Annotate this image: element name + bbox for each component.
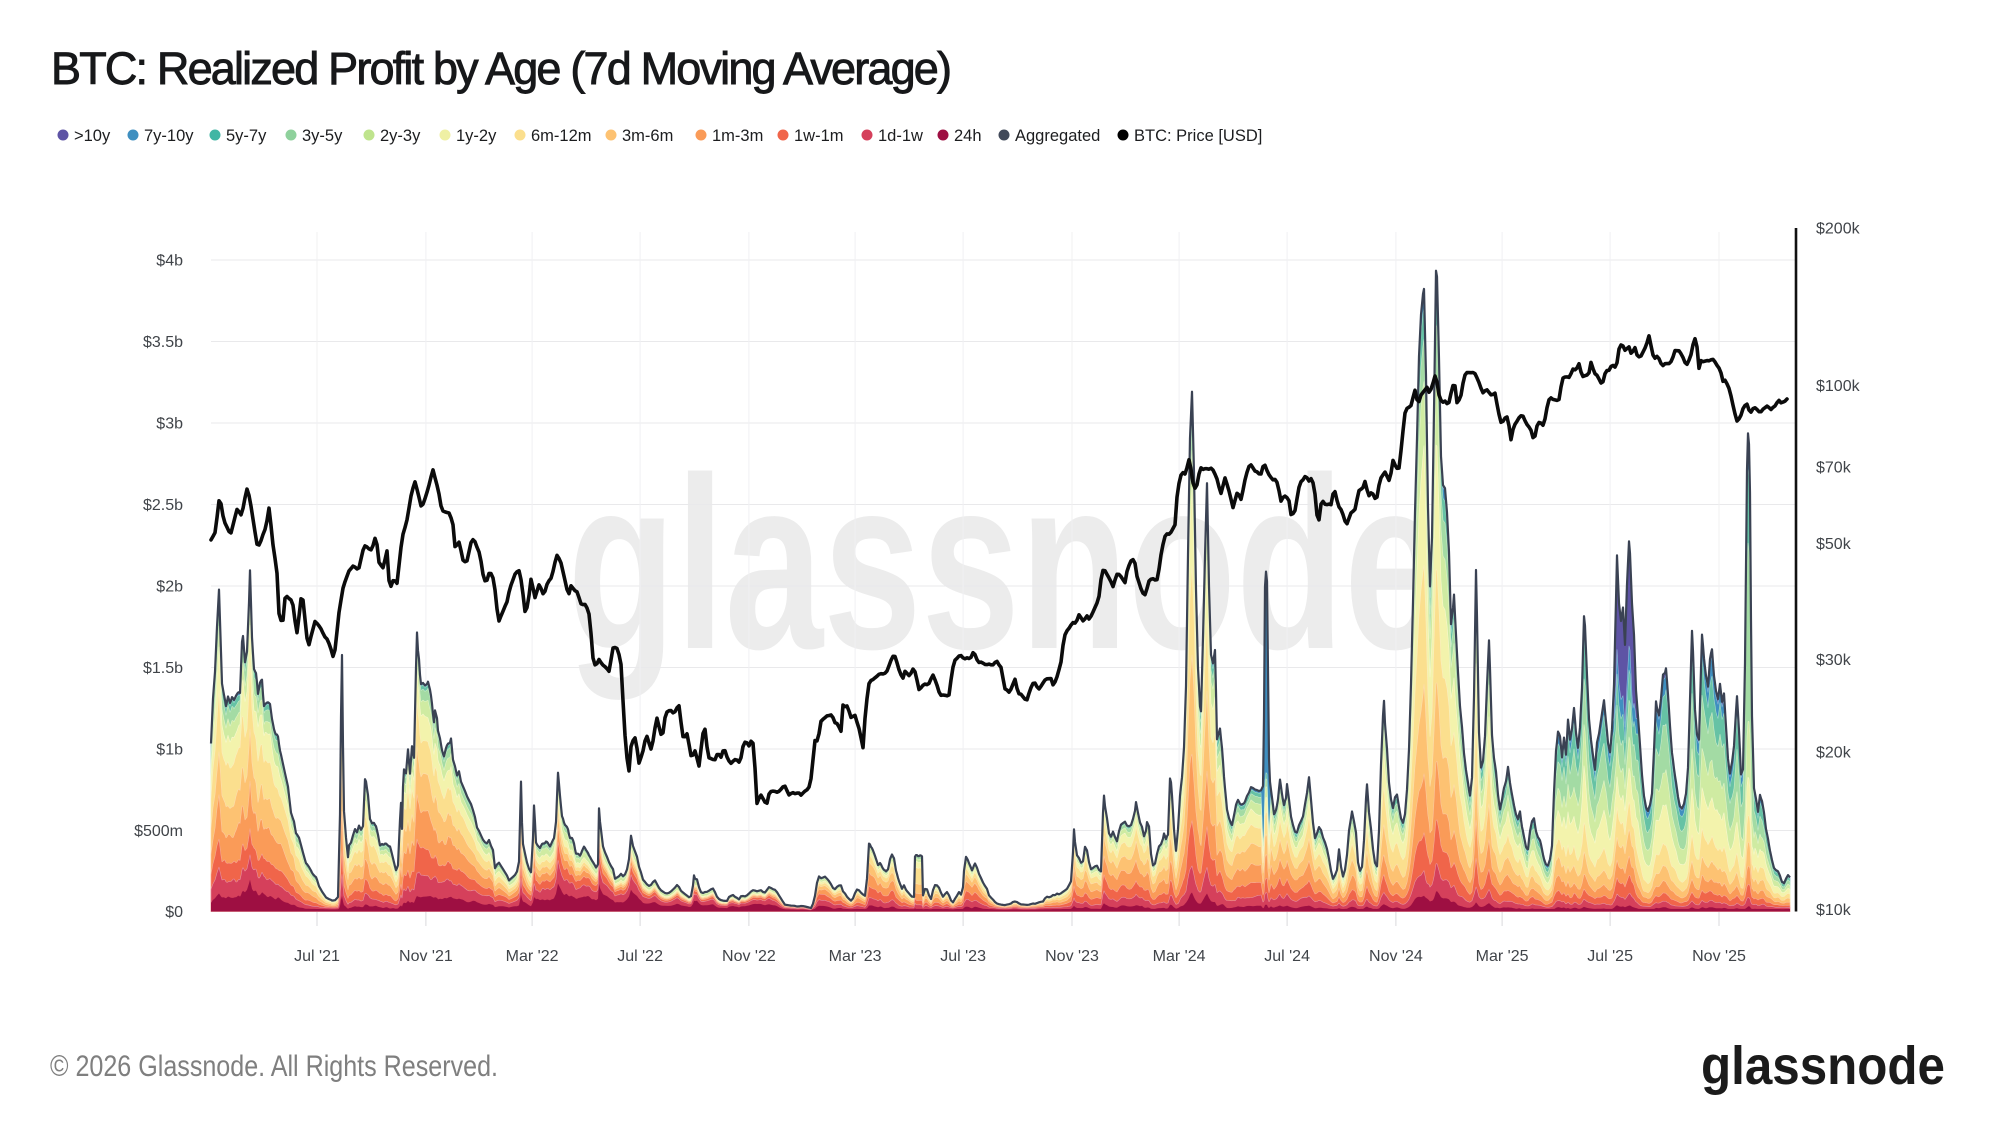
svg-text:$500m: $500m [134, 823, 183, 840]
svg-text:6m-12m: 6m-12m [531, 127, 592, 145]
svg-text:1d-1w: 1d-1w [878, 127, 923, 145]
svg-text:$10k: $10k [1816, 902, 1852, 919]
svg-text:1w-1m: 1w-1m [794, 127, 844, 145]
svg-text:BTC: Realized Profit by Age (7: BTC: Realized Profit by Age (7d Moving A… [51, 43, 952, 94]
svg-text:Nov '22: Nov '22 [722, 948, 776, 965]
svg-text:glassnode: glassnode [568, 426, 1443, 700]
svg-text:$30k: $30k [1816, 652, 1852, 669]
svg-text:BTC: Price [USD]: BTC: Price [USD] [1134, 127, 1262, 145]
svg-text:$1.5b: $1.5b [143, 660, 183, 677]
svg-text:glassnode: glassnode [1701, 1036, 1945, 1096]
svg-text:$200k: $200k [1816, 221, 1861, 238]
svg-text:5y-7y: 5y-7y [226, 127, 267, 145]
svg-text:Nov '25: Nov '25 [1692, 948, 1746, 965]
svg-text:$50k: $50k [1816, 536, 1852, 553]
svg-text:Aggregated: Aggregated [1015, 127, 1100, 145]
svg-text:$3.5b: $3.5b [143, 334, 183, 351]
svg-text:Nov '21: Nov '21 [399, 948, 453, 965]
svg-text:Mar '25: Mar '25 [1476, 948, 1529, 965]
svg-text:© 2026 Glassnode. All Rights R: © 2026 Glassnode. All Rights Reserved. [50, 1050, 498, 1083]
svg-text:Jul '23: Jul '23 [940, 948, 986, 965]
svg-text:$2b: $2b [156, 579, 183, 596]
svg-text:Mar '23: Mar '23 [829, 948, 882, 965]
svg-text:3y-5y: 3y-5y [302, 127, 343, 145]
svg-text:3m-6m: 3m-6m [622, 127, 673, 145]
svg-text:Jul '24: Jul '24 [1264, 948, 1310, 965]
svg-text:1m-3m: 1m-3m [712, 127, 763, 145]
svg-text:$1b: $1b [156, 742, 183, 759]
svg-text:Jul '22: Jul '22 [617, 948, 663, 965]
svg-text:7y-10y: 7y-10y [144, 127, 194, 145]
svg-text:>10y: >10y [74, 127, 111, 145]
svg-text:Nov '24: Nov '24 [1369, 948, 1423, 965]
svg-text:$20k: $20k [1816, 745, 1852, 762]
svg-text:Jul '25: Jul '25 [1587, 948, 1633, 965]
svg-text:Jul '21: Jul '21 [294, 948, 340, 965]
svg-text:1y-2y: 1y-2y [456, 127, 497, 145]
svg-text:$3b: $3b [156, 416, 183, 433]
svg-text:$100k: $100k [1816, 378, 1861, 395]
svg-text:2y-3y: 2y-3y [380, 127, 421, 145]
svg-text:Mar '22: Mar '22 [506, 948, 559, 965]
svg-text:$70k: $70k [1816, 459, 1852, 476]
svg-text:$2.5b: $2.5b [143, 497, 183, 514]
svg-text:Nov '23: Nov '23 [1045, 948, 1099, 965]
svg-text:Mar '24: Mar '24 [1153, 948, 1206, 965]
svg-text:$0: $0 [165, 904, 183, 921]
svg-text:24h: 24h [954, 127, 982, 145]
svg-text:$4b: $4b [156, 253, 183, 270]
